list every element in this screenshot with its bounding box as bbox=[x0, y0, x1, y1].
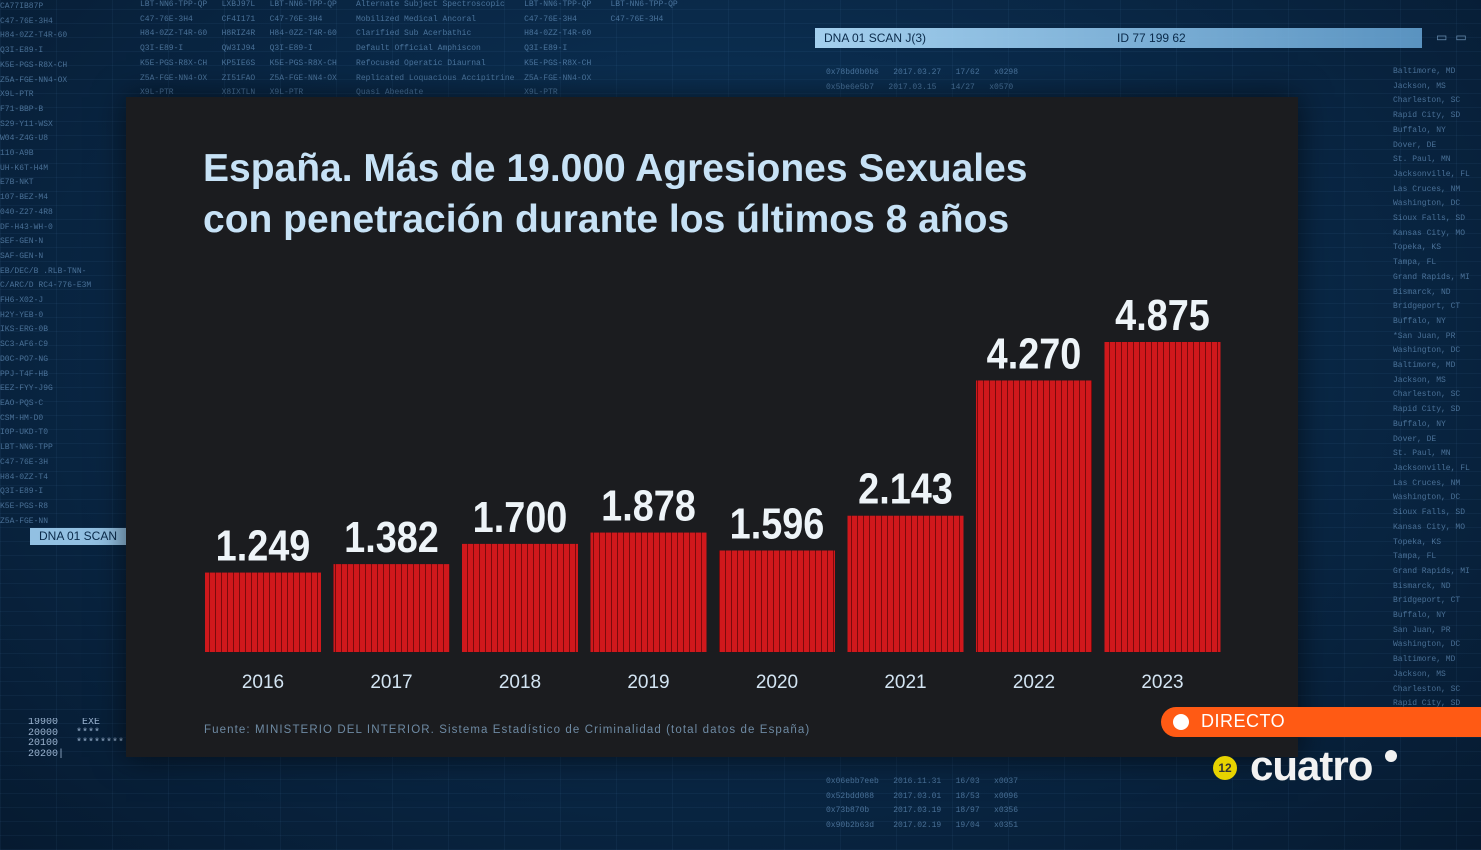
scan-bar-id: ID 77 199 62 bbox=[1117, 31, 1186, 45]
bars-group: 1.249 2016 1.382 2017 1.700 2018 1.878 2019 1.59… bbox=[205, 290, 1221, 693]
bar-value-label: 1.878 bbox=[601, 481, 696, 530]
x-tick-label: 2022 bbox=[1013, 672, 1055, 693]
window-controls-icon: ▭▭ bbox=[1436, 30, 1475, 44]
live-banner: DIRECTO bbox=[1161, 707, 1481, 737]
bar-value-label: 4.270 bbox=[987, 329, 1082, 378]
bar-2021 bbox=[847, 515, 964, 652]
background-city-list: Baltimore, MD Jackson, MS Charleston, SC… bbox=[1393, 67, 1470, 709]
chart-title-line-1: España. Más de 19.000 Agresiones Sexuale… bbox=[203, 147, 1028, 190]
x-tick-label: 2017 bbox=[370, 672, 412, 693]
scan-data-rows: 0x78bd0b0b6 2017.03.27 17/62 x0298 0x5be… bbox=[826, 68, 1019, 92]
chart-title: España. Más de 19.000 Agresiones Sexuale… bbox=[203, 143, 1203, 245]
bar-value-label: 1.382 bbox=[344, 512, 439, 561]
chart-title-line-2: con penetración durante los últimos 8 añ… bbox=[203, 198, 1010, 241]
scan-counter: 19900 EXE 20000 **** 20100 ******** 2020… bbox=[28, 718, 125, 760]
x-tick-label: 2021 bbox=[884, 672, 926, 693]
channel-logo-dot-icon bbox=[1385, 750, 1397, 762]
bar-value-label: 4.875 bbox=[1115, 290, 1210, 339]
chart-panel: España. Más de 19.000 Agresiones Sexuale… bbox=[126, 97, 1298, 757]
age-rating-badge: 12 bbox=[1213, 756, 1237, 780]
bar-2016 bbox=[205, 572, 321, 652]
bar-2020 bbox=[719, 550, 835, 652]
x-tick-label: 2019 bbox=[627, 672, 669, 693]
channel-logo: cuatro bbox=[1250, 742, 1373, 789]
live-label: DIRECTO bbox=[1201, 711, 1286, 731]
bar-chart: 1.249 2016 1.382 2017 1.700 2018 1.878 2019 1.59… bbox=[205, 290, 1221, 693]
bar-value-label: 1.249 bbox=[216, 521, 311, 570]
bar-value-label: 1.596 bbox=[730, 499, 825, 548]
bar-2023 bbox=[1104, 342, 1221, 652]
bar-value-label: 1.700 bbox=[473, 492, 568, 541]
bar-2022 bbox=[976, 380, 1092, 652]
scan-bar-label: DNA 01 SCAN J(3) bbox=[824, 31, 927, 45]
bar-2018 bbox=[462, 543, 578, 652]
bar-2017 bbox=[333, 564, 450, 652]
dna-scan-bar: DNA 01 SCAN J(3) ID 77 199 62 bbox=[815, 28, 1422, 48]
x-tick-label: 2023 bbox=[1141, 672, 1183, 693]
background-hex-list: 0x06ebb7eeb 2016.11.31 16/03 x0037 0x52b… bbox=[826, 777, 1019, 831]
dna-scan-tag: DNA 01 SCAN bbox=[30, 528, 126, 545]
x-tick-label: 2018 bbox=[499, 672, 541, 693]
x-tick-label: 2020 bbox=[756, 672, 798, 693]
bar-value-label: 2.143 bbox=[858, 464, 953, 513]
x-tick-label: 2016 bbox=[242, 672, 284, 693]
chart-source: Fuente: MINISTERIO DEL INTERIOR. Sistema… bbox=[204, 724, 811, 736]
bar-2019 bbox=[590, 532, 707, 652]
background-data-table: LBT-NN6-TPP-QP LXBJ97L LBT-NN6-TPP-QP Al… bbox=[140, 0, 678, 98]
background-data-column: CA77IB87P C47-76E-3H4 H84-0ZZ-T4R-60 Q3I… bbox=[0, 2, 92, 526]
live-dot-icon bbox=[1173, 714, 1189, 730]
